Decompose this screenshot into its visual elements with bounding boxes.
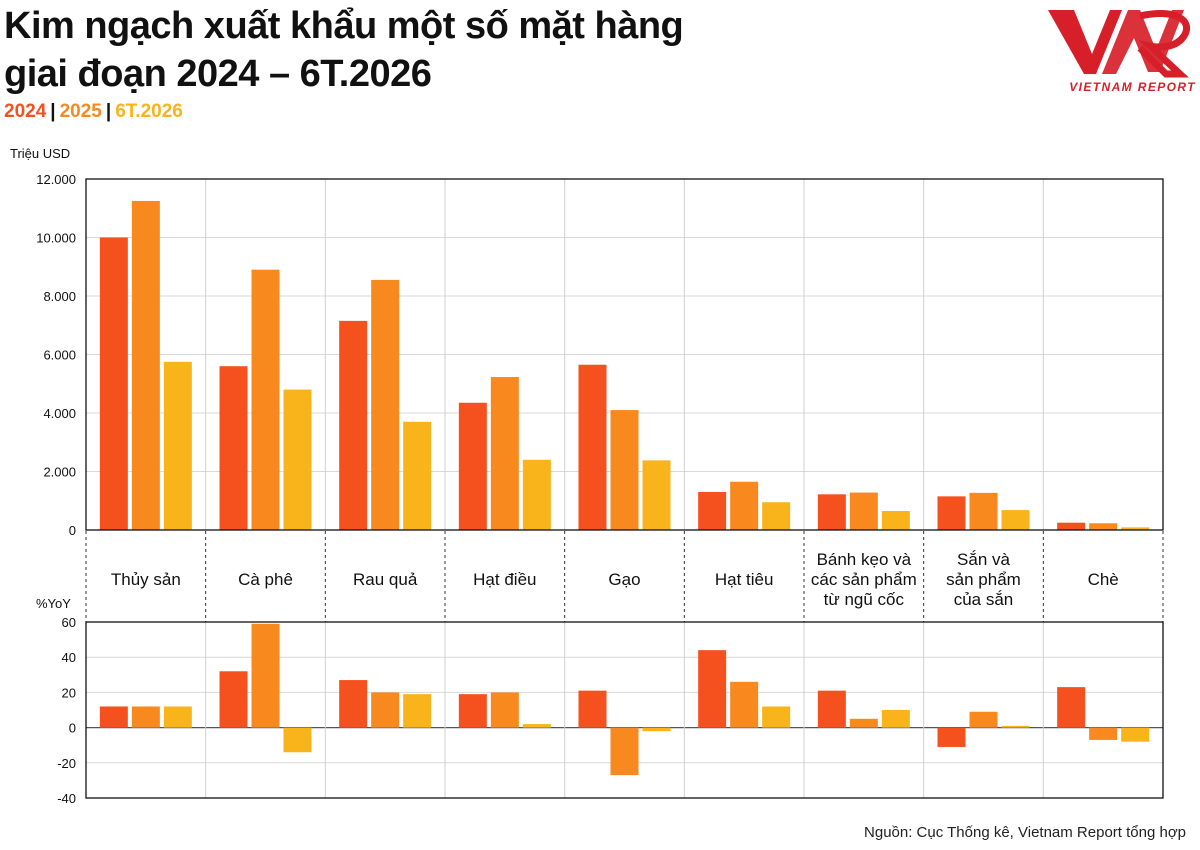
- category-label: Cà phê: [238, 570, 293, 589]
- yoy-bar: [522, 724, 551, 728]
- yoy-bar: [849, 718, 878, 728]
- chart-title: Kim ngạch xuất khẩu một số mặt hàng giai…: [4, 2, 684, 98]
- value-y-tick-label: 6.000: [43, 348, 76, 363]
- value-bar: [610, 410, 639, 530]
- value-bar: [251, 269, 280, 530]
- yoy-bar: [1089, 727, 1118, 740]
- value-bar: [403, 421, 432, 530]
- value-bar: [99, 237, 128, 530]
- value-y-tick-label: 10.000: [36, 231, 76, 246]
- category-label: sản phẩm: [946, 570, 1021, 589]
- yoy-bar: [99, 706, 128, 728]
- yoy-bar: [817, 690, 846, 728]
- value-bar: [1121, 527, 1150, 530]
- category-label: các sản phẩm: [811, 570, 917, 589]
- yoy-bar: [578, 690, 607, 728]
- yoy-bar: [610, 727, 639, 776]
- value-bar: [817, 494, 846, 530]
- value-bar: [1001, 510, 1030, 530]
- value-bar: [730, 481, 759, 530]
- value-bar: [849, 492, 878, 530]
- value-bar: [490, 377, 519, 530]
- yoy-y-tick-label: 60: [62, 615, 76, 630]
- vietnam-report-logo: [1048, 9, 1190, 78]
- yoy-y-tick-label: -40: [57, 791, 76, 806]
- yoy-bar: [1001, 725, 1030, 728]
- yoy-bar: [490, 692, 519, 728]
- chart-title-line-1: Kim ngạch xuất khẩu một số mặt hàng: [4, 5, 684, 47]
- legend-separator: |: [105, 101, 112, 122]
- yoy-bar: [458, 694, 487, 728]
- yoy-bar: [1057, 687, 1086, 728]
- yoy-plot-frame: [85, 621, 1164, 799]
- yoy-y-tick-label: -20: [57, 756, 76, 771]
- value-y-tick-label: 8.000: [43, 289, 76, 304]
- yoy-bar: [698, 650, 727, 728]
- category-label: Thủy sản: [111, 570, 181, 589]
- value-bar: [881, 510, 910, 530]
- value-bar: [163, 361, 192, 530]
- value-bar: [642, 460, 671, 530]
- legend-separator: |: [50, 101, 56, 122]
- category-label: Bánh kẹo và: [817, 550, 912, 569]
- value-bar: [283, 389, 312, 530]
- category-label: Sắn và: [957, 550, 1010, 569]
- value-bar: [458, 402, 487, 530]
- yoy-bar: [1121, 727, 1150, 742]
- value-bar: [969, 492, 998, 530]
- legend-item-2024: 2024: [4, 101, 47, 122]
- category-label: Hạt tiêu: [715, 570, 774, 589]
- yoy-bar: [219, 671, 248, 728]
- yoy-y-tick-label: 0: [69, 721, 76, 736]
- value-bar: [219, 366, 248, 530]
- yoy-bar: [762, 706, 791, 728]
- category-label: từ ngũ cốc: [824, 590, 905, 609]
- yoy-bar: [283, 727, 312, 753]
- yoy-bar: [937, 727, 966, 747]
- logo-text: VIETNAM REPORT: [1069, 80, 1196, 94]
- yoy-bar: [131, 706, 160, 728]
- value-bar: [1089, 523, 1118, 530]
- yoy-bar: [642, 727, 671, 732]
- value-y-tick-label: 0: [69, 523, 76, 538]
- logo-v-mark: [1048, 10, 1122, 74]
- source-note: Nguồn: Cục Thống kê, Vietnam Report tổng…: [864, 824, 1186, 841]
- value-y-tick-label: 4.000: [43, 406, 76, 421]
- yoy-bar: [371, 692, 400, 728]
- yoy-bar: [403, 694, 432, 728]
- yoy-bar: [339, 680, 368, 728]
- value-bar: [371, 279, 400, 530]
- legend: 2024 | 2025 | 6T.2026: [4, 101, 183, 123]
- logo-r-swoosh: [1137, 9, 1190, 78]
- category-label: Hạt điều: [473, 570, 536, 589]
- category-label: Chè: [1088, 570, 1119, 589]
- yoy-bar: [969, 711, 998, 728]
- value-plot-frame: [85, 178, 1164, 531]
- value-bar: [522, 459, 551, 530]
- category-label: Gạo: [608, 570, 640, 589]
- value-y-tick-label: 12.000: [36, 172, 76, 187]
- chart-title-line-2: giai đoạn 2024 – 6T.2026: [4, 53, 432, 95]
- top-chart-y-axis-label: Triệu USD: [10, 146, 71, 161]
- value-bar: [698, 491, 727, 530]
- value-y-tick-label: 2.000: [43, 465, 76, 480]
- yoy-bar: [163, 706, 192, 728]
- category-label: của sắn: [954, 590, 1014, 609]
- value-bar: [937, 496, 966, 530]
- value-bar: [1057, 522, 1086, 530]
- yoy-bar: [730, 681, 759, 728]
- value-bar: [339, 320, 368, 530]
- legend-item-2025: 2025: [59, 101, 102, 122]
- yoy-y-tick-label: 40: [62, 650, 76, 665]
- value-bar: [578, 364, 607, 530]
- legend-item-6t2026: 6T.2026: [115, 101, 183, 122]
- value-bar: [131, 200, 160, 530]
- yoy-bar: [881, 710, 910, 728]
- yoy-bar: [251, 623, 280, 728]
- category-label: Rau quả: [353, 570, 418, 589]
- bottom-chart-y-axis-label: %YoY: [36, 596, 71, 611]
- yoy-y-tick-label: 20: [62, 685, 76, 700]
- value-bar: [762, 502, 791, 530]
